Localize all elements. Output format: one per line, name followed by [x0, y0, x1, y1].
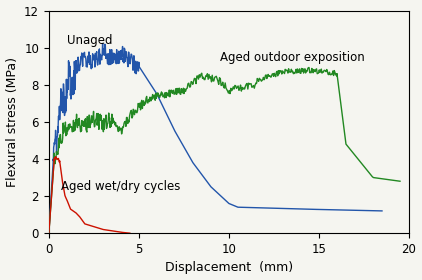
- Text: Unaged: Unaged: [67, 34, 112, 47]
- Y-axis label: Flexural stress (MPa): Flexural stress (MPa): [5, 57, 19, 187]
- Text: Aged wet/dry cycles: Aged wet/dry cycles: [62, 181, 181, 193]
- Text: Aged outdoor exposition: Aged outdoor exposition: [220, 51, 365, 64]
- X-axis label: Displacement  (mm): Displacement (mm): [165, 262, 293, 274]
